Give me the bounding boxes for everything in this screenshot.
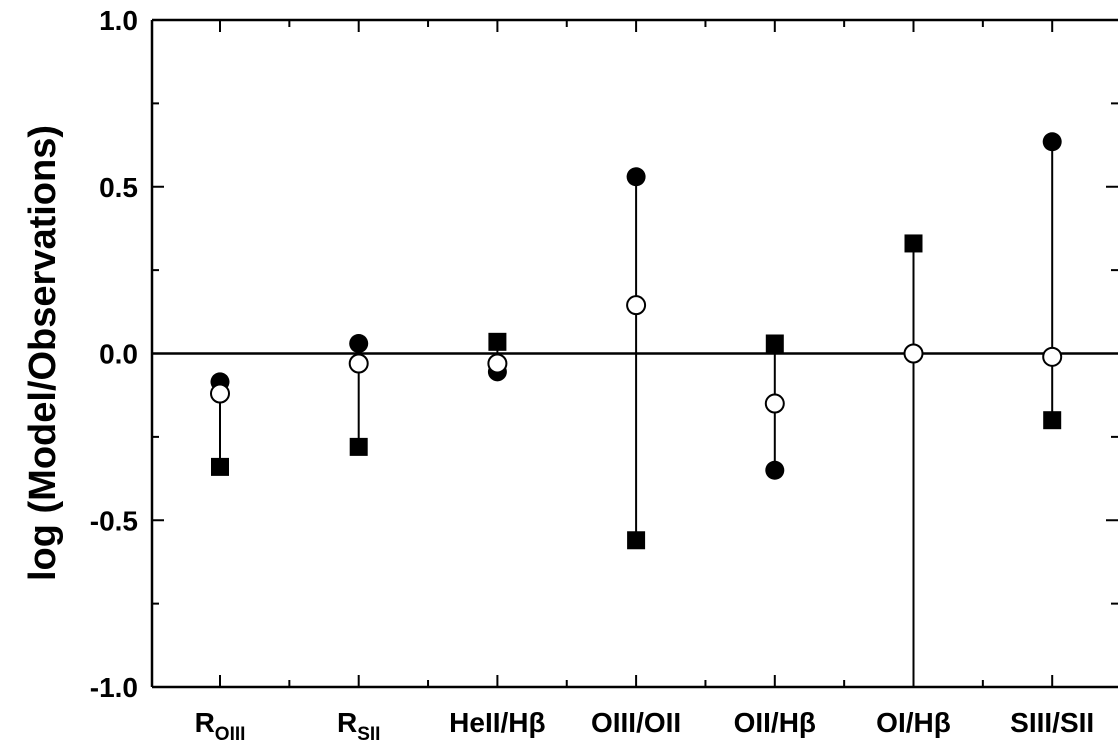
open-circle-marker xyxy=(348,353,369,374)
y-tick-label: 0.0 xyxy=(99,339,138,370)
x-category-label: RSII xyxy=(337,707,380,745)
open-circle-marker xyxy=(1042,346,1063,367)
open-circle-marker xyxy=(903,343,924,364)
x-category-label: ROIII xyxy=(195,707,246,745)
x-category-label: OI/Hβ xyxy=(876,707,951,738)
square-marker xyxy=(211,457,229,476)
y-tick-label: -1.0 xyxy=(90,672,138,703)
x-category-labels: ROIII RSII HeII/Hβ OIII/OII OII/Hβ OI/Hβ SIII/… xyxy=(195,707,1095,745)
square-marker xyxy=(765,334,784,353)
y-axis-title: log (Model/Observations) xyxy=(22,125,64,581)
y-tick-label: -0.5 xyxy=(90,505,138,536)
data-markers xyxy=(210,132,1063,550)
y-tick-label: 1.0 xyxy=(99,5,138,36)
y-tick-label: 0.5 xyxy=(99,172,138,203)
open-circle-marker xyxy=(487,353,508,374)
open-circle-marker xyxy=(210,383,230,404)
axis-ticks xyxy=(152,19,1118,688)
y-tick-labels: -1.0 -0.5 0.0 0.5 1.0 xyxy=(90,5,138,703)
filled-circle-marker xyxy=(626,167,646,187)
x-category-label: SIII/SII xyxy=(1010,707,1094,738)
square-marker xyxy=(488,332,507,351)
error-bars xyxy=(219,141,1054,687)
square-marker xyxy=(627,531,646,550)
filled-circle-marker xyxy=(349,333,369,353)
filled-circle-marker xyxy=(765,460,785,480)
open-circle-marker xyxy=(626,295,647,316)
x-category-label: OIII/OII xyxy=(591,707,681,738)
filled-circle-marker xyxy=(1042,132,1062,152)
x-category-label: OII/Hβ xyxy=(734,707,816,738)
square-marker xyxy=(349,437,368,456)
square-marker xyxy=(904,234,923,253)
open-circle-marker xyxy=(764,393,785,414)
x-category-label: HeII/Hβ xyxy=(449,707,545,738)
square-marker xyxy=(1043,411,1062,430)
